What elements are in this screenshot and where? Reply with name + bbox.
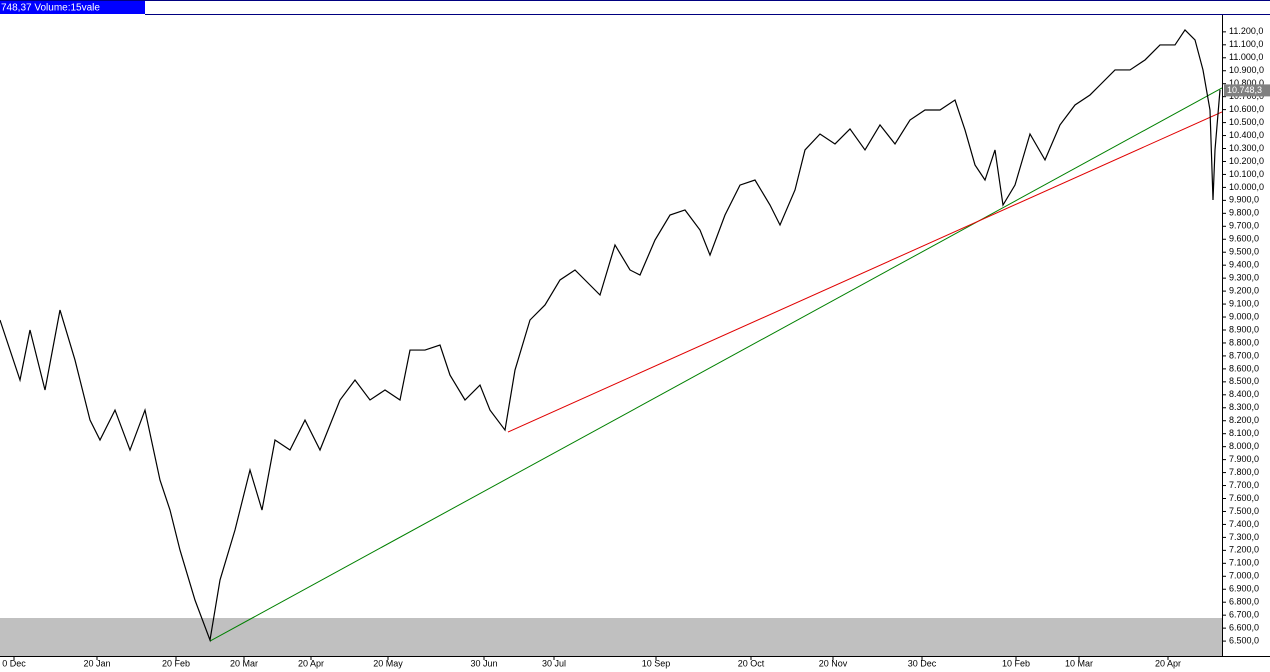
y-tick-label: 9.900,0	[1229, 195, 1259, 205]
y-tick-label: 9.800,0	[1229, 208, 1259, 218]
y-tick-label: 9.600,0	[1229, 234, 1259, 244]
y-tick-label: 11.200,0	[1229, 26, 1263, 36]
volume-area	[0, 618, 1222, 656]
trendline	[507, 111, 1223, 433]
y-tick-label: 11.100,0	[1229, 39, 1263, 49]
y-tick-label: 7.500,0	[1229, 506, 1259, 516]
last-value-label: 10.748,3	[1227, 85, 1262, 95]
last-value-box	[1224, 84, 1270, 97]
x-tick-label: 20 Oct	[738, 658, 765, 668]
y-tick-label: 8.200,0	[1229, 415, 1259, 425]
y-tick-label: 6.500,0	[1229, 635, 1259, 645]
y-tick-label: 8.000,0	[1229, 441, 1259, 451]
trendline	[209, 87, 1223, 642]
y-tick-label: 9.500,0	[1229, 247, 1259, 257]
y-tick-label: 9.200,0	[1229, 285, 1259, 295]
y-tick-label: 7.800,0	[1229, 467, 1259, 477]
y-tick-label: 7.900,0	[1229, 454, 1259, 464]
y-tick-label: 10.000,0	[1229, 182, 1264, 192]
y-tick-label: 10.200,0	[1229, 156, 1264, 166]
y-tick-label: 8.600,0	[1229, 363, 1259, 373]
y-tick-label: 7.100,0	[1229, 558, 1259, 568]
price-line	[0, 28, 1221, 643]
x-tick-label: 0 Dec	[2, 658, 26, 668]
y-tick-label: 6.900,0	[1229, 584, 1259, 594]
y-tick-label: 10.400,0	[1229, 130, 1264, 140]
y-tick-label: 7.400,0	[1229, 519, 1259, 529]
y-tick-label: 7.300,0	[1229, 532, 1259, 542]
x-tick-label: 30 Dec	[908, 658, 937, 668]
x-tick-label: 20 Nov	[819, 658, 848, 668]
y-tick-label: 10.100,0	[1229, 169, 1264, 179]
y-tick-label: 9.000,0	[1229, 311, 1259, 321]
y-tick-label: 9.400,0	[1229, 260, 1259, 270]
y-tick-label: 6.800,0	[1229, 597, 1259, 607]
x-tick-label: 30 Jul	[542, 658, 566, 668]
header-bar	[0, 1, 145, 14]
x-tick-label: 30 Jun	[470, 658, 497, 668]
x-tick-label: 20 Apr	[1155, 658, 1181, 668]
y-tick-label: 8.800,0	[1229, 337, 1259, 347]
x-tick-label: 10 Sep	[642, 658, 671, 668]
y-tick-label: 8.300,0	[1229, 402, 1259, 412]
header-title: 748,37 Volume:15vale	[1, 3, 100, 14]
y-tick-label: 10.300,0	[1229, 143, 1264, 153]
y-tick-label: 6.700,0	[1229, 610, 1259, 620]
y-tick-label: 7.600,0	[1229, 493, 1259, 503]
y-tick-label: 10.600,0	[1229, 104, 1264, 114]
y-tick-label: 8.500,0	[1229, 376, 1259, 386]
y-tick-label: 7.000,0	[1229, 571, 1259, 581]
x-tick-label: 20 Feb	[162, 658, 190, 668]
y-tick-label: 10.900,0	[1229, 65, 1264, 75]
x-tick-label: 20 Mar	[230, 658, 258, 668]
y-tick-label: 7.700,0	[1229, 480, 1259, 490]
x-tick-label: 20 May	[373, 658, 403, 668]
y-tick-label: 10.800,0	[1229, 78, 1264, 88]
y-tick-label: 11.000,0	[1229, 52, 1263, 62]
y-tick-label: 9.700,0	[1229, 221, 1259, 231]
x-tick-label: 10 Mar	[1065, 658, 1093, 668]
y-tick-label: 7.200,0	[1229, 545, 1259, 555]
y-tick-label: 8.900,0	[1229, 324, 1259, 334]
y-tick-label: 8.400,0	[1229, 389, 1259, 399]
y-tick-label: 8.100,0	[1229, 428, 1259, 438]
x-tick-label: 10 Feb	[1002, 658, 1030, 668]
y-tick-label: 6.600,0	[1229, 623, 1259, 633]
y-tick-label: 10.500,0	[1229, 117, 1264, 127]
y-tick-label: 9.300,0	[1229, 273, 1259, 283]
x-tick-label: 20 Apr	[298, 658, 324, 668]
x-tick-label: 20 Jan	[83, 658, 110, 668]
y-tick-label: 9.100,0	[1229, 298, 1259, 308]
y-tick-label: 8.700,0	[1229, 350, 1259, 360]
